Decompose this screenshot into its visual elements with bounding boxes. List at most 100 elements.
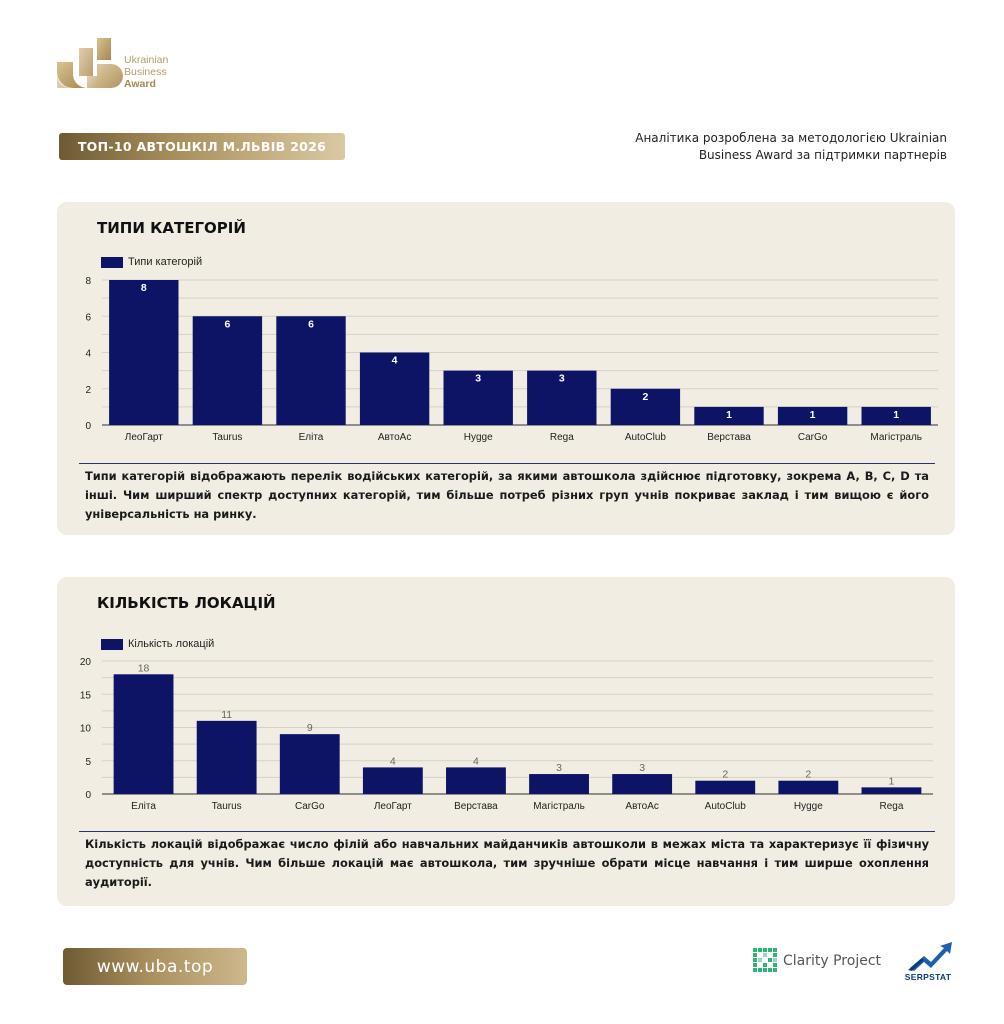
data-label: 3 bbox=[475, 373, 481, 385]
data-label: 6 bbox=[308, 318, 314, 330]
bar bbox=[276, 316, 346, 425]
y-tick-label: 6 bbox=[85, 312, 91, 323]
website-link[interactable]: www.uba.top bbox=[63, 948, 247, 985]
uba-logo: Ukrainian Business Award bbox=[57, 36, 187, 92]
x-category-label: Rega bbox=[550, 432, 574, 443]
data-label: 4 bbox=[473, 755, 479, 767]
clarity-project-logo: Clarity Project bbox=[753, 948, 881, 973]
data-label: 8 bbox=[141, 282, 147, 294]
x-category-label: АвтоАс bbox=[625, 801, 658, 812]
locations-card: КІЛЬКІСТЬ ЛОКАЦІЙ Кількість локацій 0 5 10… bbox=[57, 577, 955, 906]
y-tick-label: 2 bbox=[85, 385, 91, 396]
y-tick-label: 15 bbox=[80, 690, 92, 701]
bar bbox=[861, 787, 922, 794]
chart-title: КІЛЬКІСТЬ ЛОКАЦІЙ bbox=[97, 594, 276, 612]
bar bbox=[113, 674, 174, 794]
x-category-label: AutoClub bbox=[705, 801, 747, 812]
x-category-label: Taurus bbox=[212, 432, 242, 443]
chart-description: Кількість локацій відображає число філій… bbox=[85, 837, 929, 889]
bar bbox=[196, 720, 257, 794]
x-category-label: Верстава bbox=[454, 801, 498, 812]
logo-line: Business bbox=[124, 66, 167, 78]
bar bbox=[612, 774, 673, 794]
x-category-label: ЛеоГарт bbox=[374, 801, 412, 812]
x-category-label: ЛеоГарт bbox=[125, 432, 163, 443]
bar bbox=[695, 780, 756, 794]
bar bbox=[861, 406, 931, 425]
x-category-label: Верстава bbox=[707, 432, 751, 443]
serpstat-icon bbox=[908, 942, 952, 971]
legend-label: Кількість локацій bbox=[128, 638, 215, 650]
serpstat-label: SERPSTAT bbox=[904, 972, 952, 982]
bar bbox=[279, 734, 340, 794]
data-label: 4 bbox=[390, 755, 396, 767]
clarity-project-label: Clarity Project bbox=[783, 952, 882, 969]
data-label: 3 bbox=[559, 373, 565, 385]
bar bbox=[610, 388, 681, 425]
data-label: 1 bbox=[810, 409, 816, 421]
chart-description: Типи категорій відображають перелік воді… bbox=[85, 469, 929, 521]
categories-bar-chart: 0 2 4 6 8 8 ЛеоГарт 6 Taurus 6 Еліта 4 АвтоАс 3 Hygge 3… bbox=[85, 276, 938, 443]
chart-legend: Типи категорій bbox=[101, 256, 202, 268]
categories-card: ТИПИ КАТЕГОРІЙ Типи категорій 0 2 4 6 8 8 ЛеоГ… bbox=[57, 202, 955, 535]
bar bbox=[777, 406, 848, 425]
clarity-project-icon bbox=[753, 948, 777, 972]
x-category-label: CarGo bbox=[798, 432, 828, 443]
bar bbox=[527, 370, 597, 425]
x-category-label: Hygge bbox=[794, 801, 823, 812]
x-category-label: Hygge bbox=[464, 432, 493, 443]
y-tick-label: 5 bbox=[85, 757, 91, 768]
chart-title: ТИПИ КАТЕГОРІЙ bbox=[97, 219, 246, 237]
methodology-note: Аналітика розроблена за методологією Ukr… bbox=[635, 131, 947, 162]
bar bbox=[359, 352, 430, 425]
data-label: 3 bbox=[556, 762, 562, 774]
data-label: 2 bbox=[805, 769, 811, 781]
logo-line: Award bbox=[124, 78, 156, 90]
data-label: 1 bbox=[726, 409, 732, 421]
y-tick-label: 8 bbox=[85, 276, 91, 287]
serpstat-logo: SERPSTAT bbox=[900, 940, 956, 984]
data-label: 2 bbox=[722, 769, 728, 781]
divider bbox=[79, 831, 935, 832]
bar bbox=[443, 370, 513, 425]
bar bbox=[529, 774, 589, 794]
legend-swatch bbox=[101, 256, 123, 268]
x-category-label: Еліта bbox=[299, 432, 324, 443]
y-tick-label: 0 bbox=[85, 790, 91, 801]
x-category-label: Rega bbox=[879, 801, 903, 812]
y-tick-label: 0 bbox=[85, 421, 91, 432]
data-label: 11 bbox=[221, 709, 232, 721]
data-label: 2 bbox=[642, 391, 648, 403]
divider bbox=[79, 463, 935, 464]
x-category-label: Taurus bbox=[212, 801, 242, 812]
y-tick-label: 4 bbox=[85, 349, 91, 360]
data-label: 4 bbox=[392, 355, 398, 367]
x-category-label: Еліта bbox=[131, 801, 156, 812]
data-label: 9 bbox=[307, 722, 313, 734]
chart-legend: Кількість локацій bbox=[101, 638, 214, 650]
bar bbox=[192, 316, 263, 425]
data-label: 3 bbox=[639, 762, 645, 774]
bar bbox=[362, 767, 423, 794]
data-label: 1 bbox=[889, 775, 895, 787]
data-label: 18 bbox=[138, 662, 150, 674]
legend-label: Типи категорій bbox=[128, 256, 203, 268]
top10-badge: ТОП-10 АВТОШКІЛ М.ЛЬВІВ 2026 bbox=[59, 133, 345, 160]
bar bbox=[446, 767, 506, 794]
bar bbox=[109, 280, 179, 425]
legend-swatch bbox=[101, 638, 123, 650]
uba-logo-text: Ukrainian Business Award bbox=[124, 54, 168, 90]
x-category-label: Магістраль bbox=[533, 801, 585, 812]
y-tick-label: 20 bbox=[80, 657, 92, 668]
data-label: 1 bbox=[893, 409, 899, 421]
bar bbox=[694, 406, 764, 425]
x-category-label: Магістраль bbox=[870, 432, 922, 443]
x-category-label: AutoClub bbox=[625, 432, 667, 443]
y-tick-label: 10 bbox=[80, 724, 92, 735]
uba-logo-mark-icon bbox=[57, 38, 123, 88]
x-category-label: CarGo bbox=[295, 801, 325, 812]
x-category-label: АвтоАс bbox=[378, 432, 411, 443]
data-label: 6 bbox=[224, 318, 230, 330]
logo-line: Ukrainian bbox=[124, 54, 169, 66]
bar bbox=[778, 780, 839, 794]
